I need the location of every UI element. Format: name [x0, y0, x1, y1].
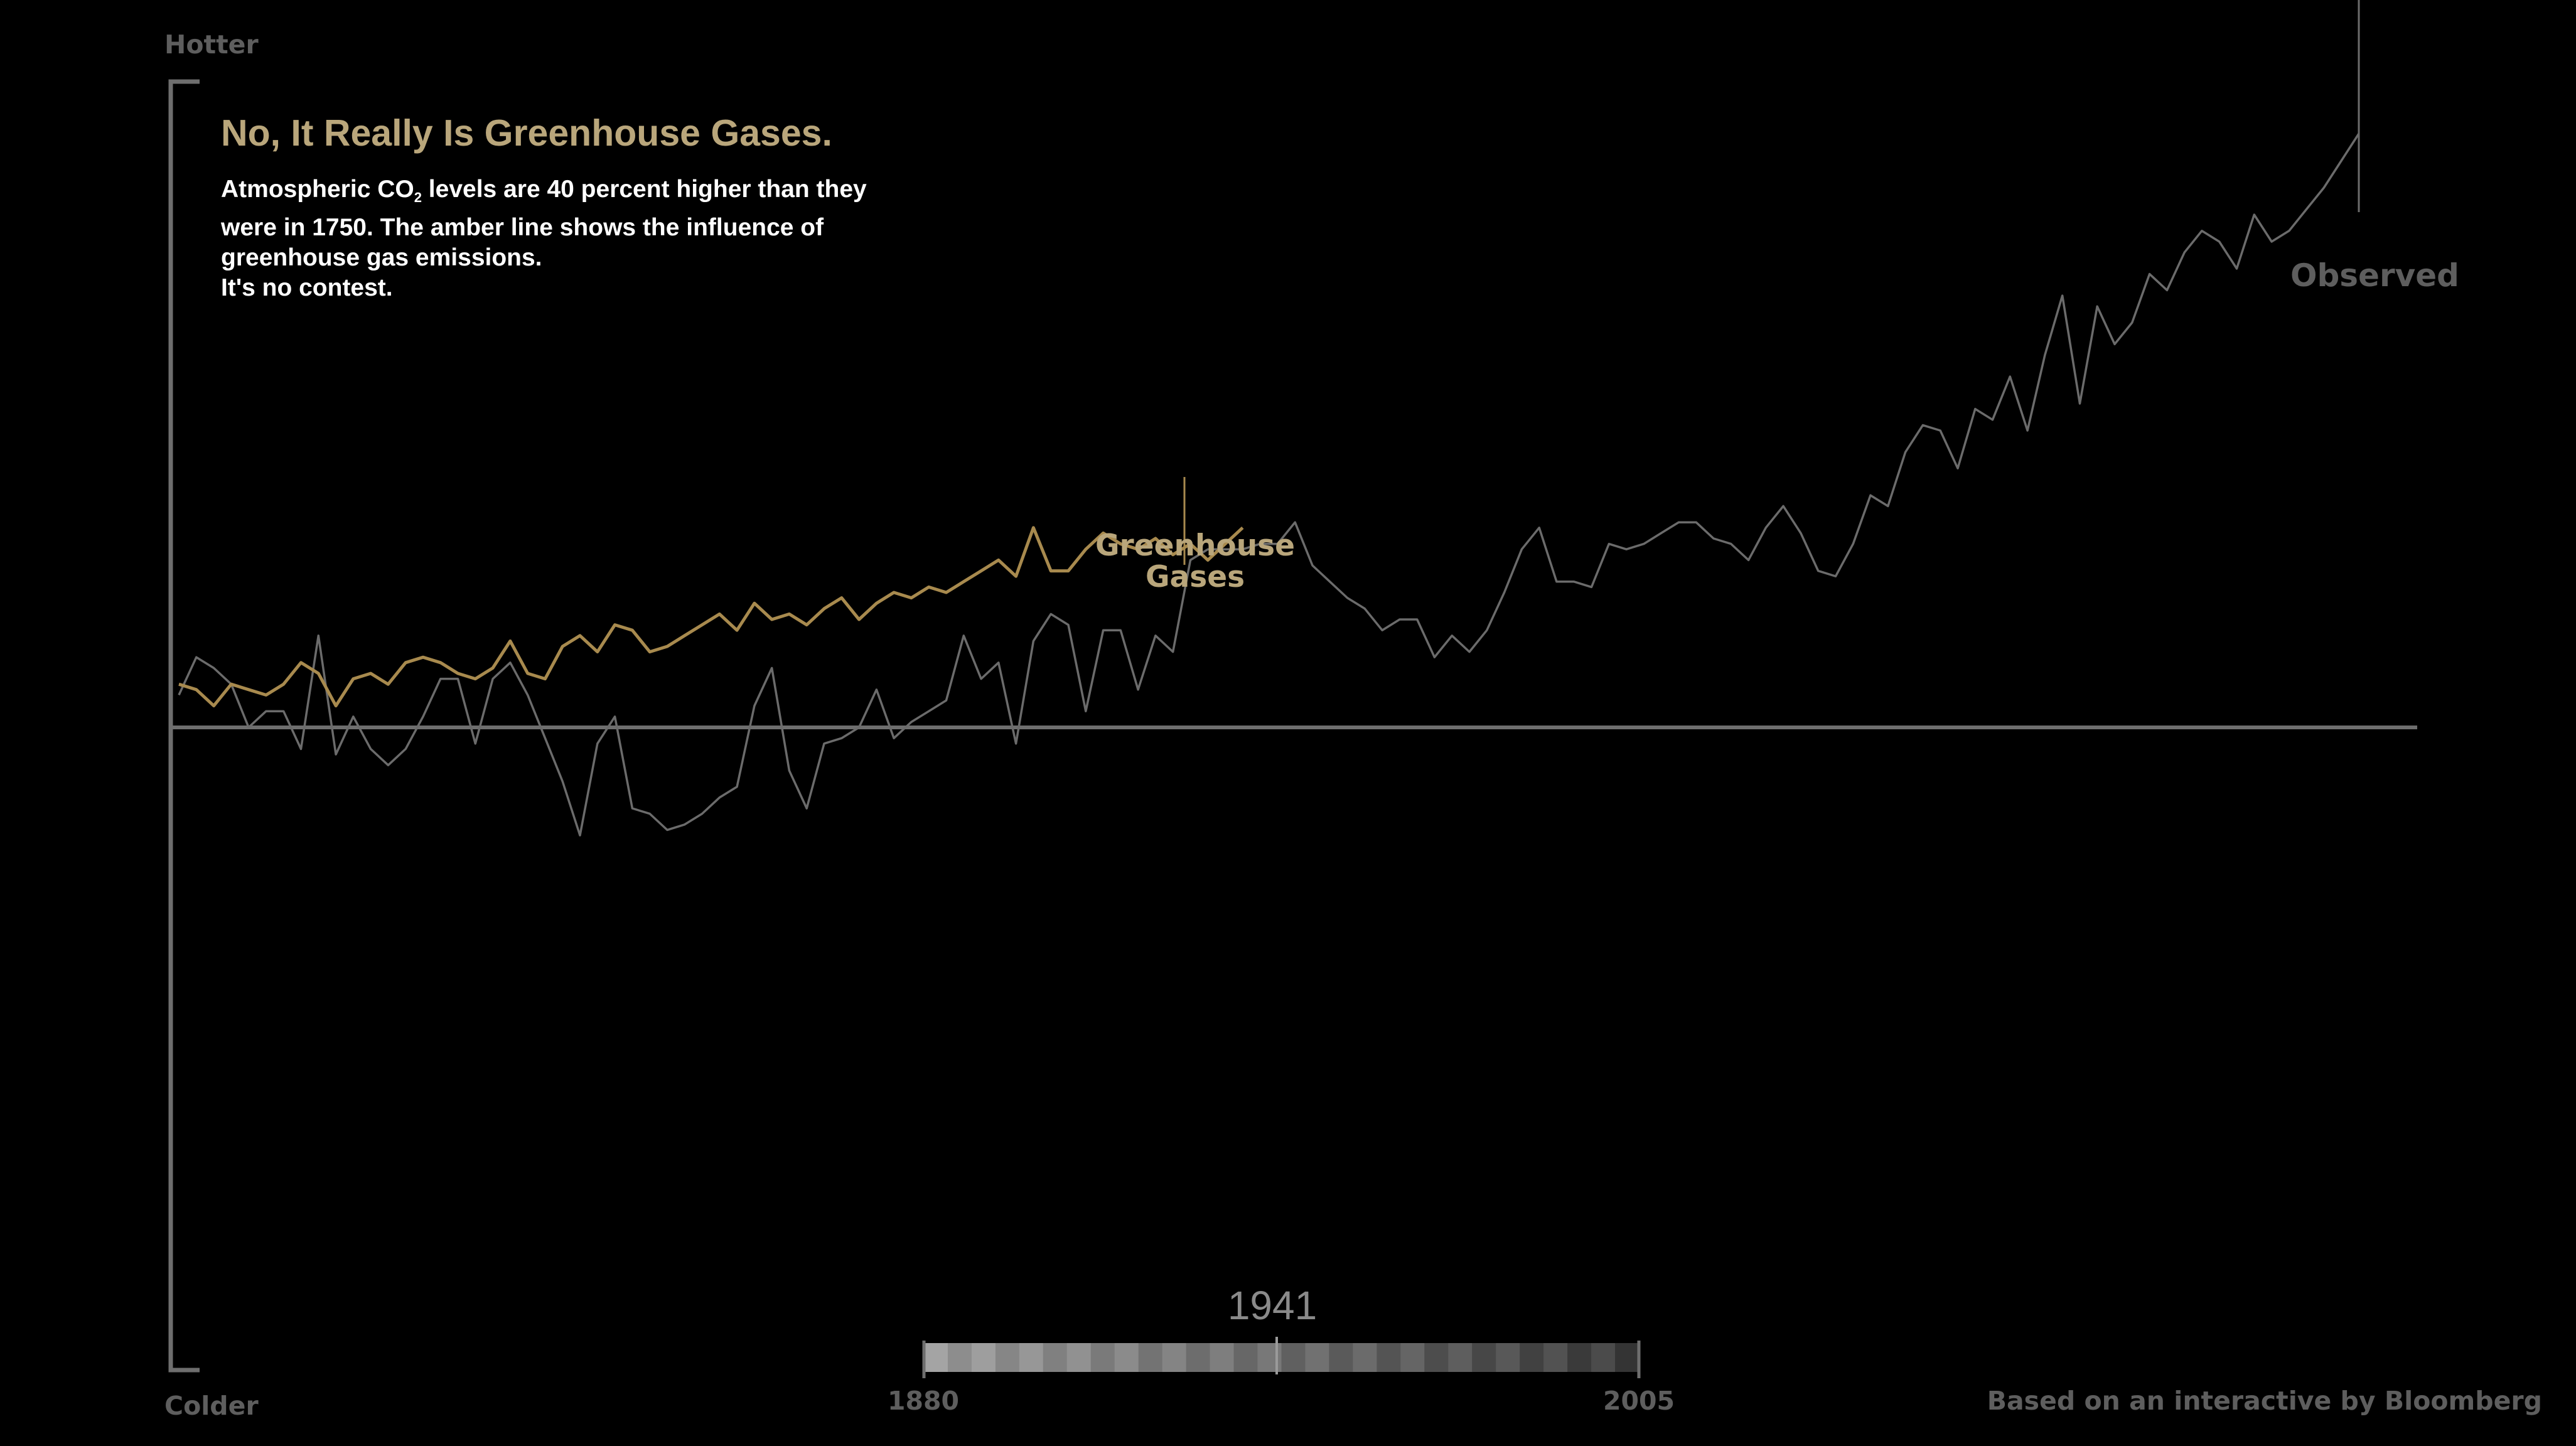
- timeline-bucket-3[interactable]: [995, 1343, 1020, 1372]
- timeline-bucket-6[interactable]: [1066, 1343, 1092, 1372]
- timeline-bucket-2[interactable]: [971, 1343, 996, 1372]
- timeline-bucket-5[interactable]: [1043, 1343, 1068, 1372]
- timeline-bucket-8[interactable]: [1114, 1343, 1139, 1372]
- desc-part1: Atmospheric CO: [221, 176, 414, 203]
- timeline-current-year: 1941: [1228, 1283, 1317, 1328]
- desc-subscript: 2: [414, 190, 422, 205]
- timeline-bucket-14[interactable]: [1257, 1343, 1282, 1372]
- timeline-bucket-24[interactable]: [1496, 1343, 1520, 1372]
- timeline-bucket-12[interactable]: [1210, 1343, 1235, 1372]
- timeline-bucket-27[interactable]: [1567, 1343, 1592, 1372]
- timeline-start-label: 1880: [888, 1386, 959, 1416]
- colder-label: Colder: [164, 1391, 259, 1421]
- timeline-bucket-11[interactable]: [1186, 1343, 1211, 1372]
- timeline-end-label: 2005: [1603, 1386, 1675, 1416]
- greenhouse-label-line2: Gases: [1146, 560, 1245, 594]
- timeline-bucket-26[interactable]: [1543, 1343, 1568, 1372]
- headline-description: Atmospheric CO2 levels are 40 percent hi…: [221, 174, 874, 303]
- timeline-bucket-10[interactable]: [1162, 1343, 1187, 1372]
- timeline-bucket-16[interactable]: [1305, 1343, 1330, 1372]
- headline-title: No, It Really Is Greenhouse Gases.: [221, 112, 832, 154]
- timeline-bucket-23[interactable]: [1472, 1343, 1496, 1372]
- timeline-bucket-29[interactable]: [1615, 1343, 1640, 1372]
- timeline-bucket-18[interactable]: [1353, 1343, 1377, 1372]
- timeline-bucket-0[interactable]: [924, 1343, 948, 1372]
- series-layer: [178, 133, 2360, 837]
- timeline-bucket-20[interactable]: [1400, 1343, 1425, 1372]
- timeline-bucket-13[interactable]: [1233, 1343, 1258, 1372]
- timeline-bucket-19[interactable]: [1377, 1343, 1401, 1372]
- desc-line4: It's no contest.: [221, 274, 393, 301]
- timeline-bucket-7[interactable]: [1090, 1343, 1115, 1372]
- desc-part2: levels are 40 percent higher than they w…: [221, 176, 867, 271]
- hotter-label: Hotter: [164, 29, 259, 60]
- timeline-bucket-28[interactable]: [1591, 1343, 1616, 1372]
- observed-label: Observed: [2290, 257, 2459, 294]
- credit-label: Based on an interactive by Bloomberg: [1987, 1386, 2542, 1416]
- timeline-bucket-4[interactable]: [1019, 1343, 1044, 1372]
- timeline-bucket-22[interactable]: [1448, 1343, 1473, 1372]
- timeline-bucket-17[interactable]: [1329, 1343, 1353, 1372]
- greenhouse-label-line1: Greenhouse: [1095, 528, 1295, 563]
- series-line-greenhouse-gases: [178, 526, 1244, 708]
- timeline-bucket-1[interactable]: [948, 1343, 972, 1372]
- timeline-bucket-9[interactable]: [1138, 1343, 1163, 1372]
- timeline-bucket-21[interactable]: [1424, 1343, 1449, 1372]
- timeline-bucket-15[interactable]: [1281, 1343, 1306, 1372]
- series-line-observed: [178, 133, 2360, 837]
- timeline-strip[interactable]: [924, 1343, 1640, 1372]
- timeline-bucket-25[interactable]: [1520, 1343, 1544, 1372]
